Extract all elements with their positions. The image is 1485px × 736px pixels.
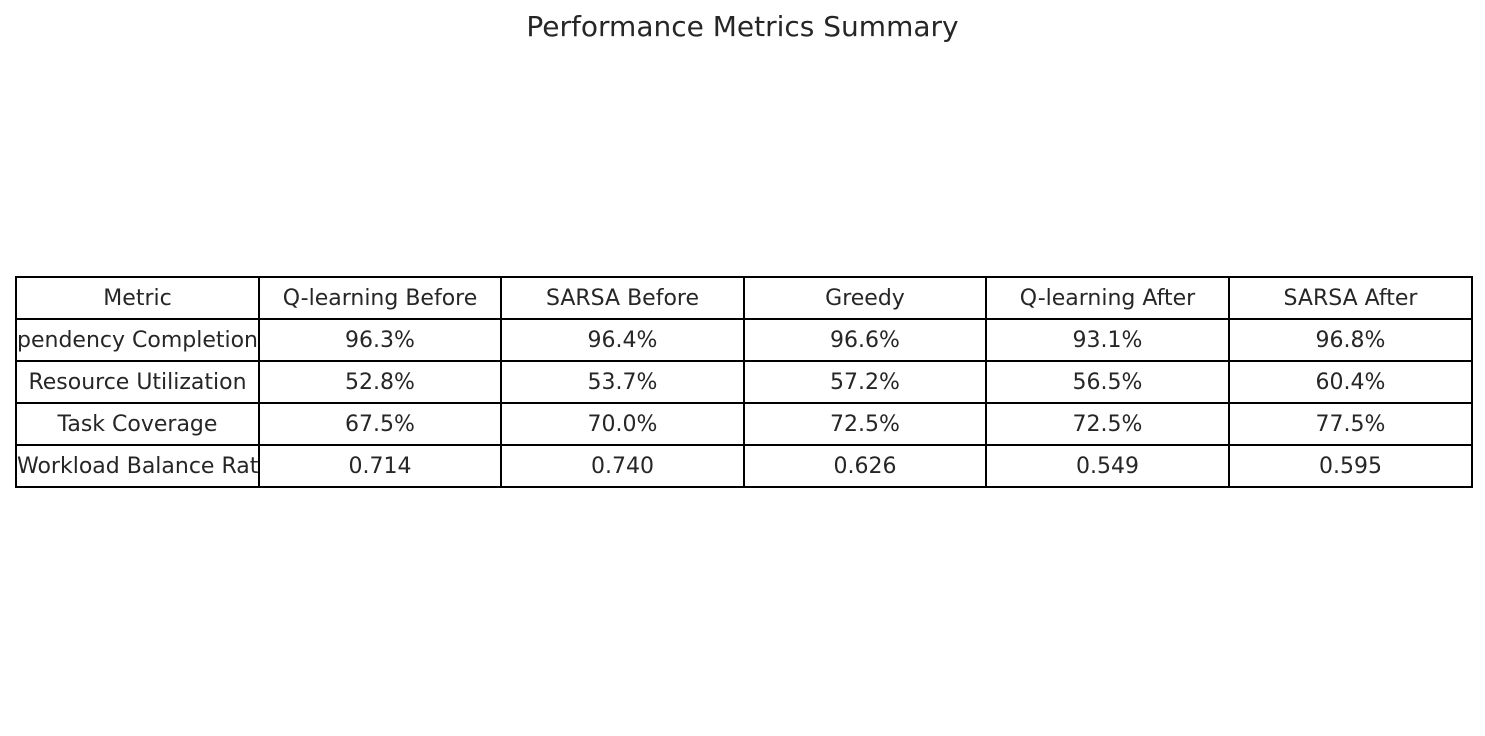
- table-cell: 0.595: [1228, 444, 1473, 488]
- table-row: Resource Utilization 52.8% 53.7% 57.2% 5…: [15, 360, 1473, 404]
- table-cell: 72.5%: [743, 402, 987, 446]
- table-cell: 67.5%: [258, 402, 502, 446]
- metrics-table: Metric Q-learning Before SARSA Before Gr…: [15, 276, 1473, 488]
- row-label-workload-balance: Workload Balance Rati: [15, 444, 260, 488]
- table-cell: 77.5%: [1228, 402, 1473, 446]
- table-cell: 60.4%: [1228, 360, 1473, 404]
- table-header-row: Metric Q-learning Before SARSA Before Gr…: [15, 276, 1473, 320]
- header-cell-greedy: Greedy: [743, 276, 987, 320]
- table-cell: 0.549: [985, 444, 1230, 488]
- header-cell-metric: Metric: [15, 276, 260, 320]
- table-cell: 72.5%: [985, 402, 1230, 446]
- table-cell: 53.7%: [500, 360, 745, 404]
- table-cell: 96.8%: [1228, 318, 1473, 362]
- header-cell-q-learning-before: Q-learning Before: [258, 276, 502, 320]
- chart-title: Performance Metrics Summary: [526, 10, 959, 43]
- table-cell: 96.6%: [743, 318, 987, 362]
- table-cell: 56.5%: [985, 360, 1230, 404]
- table-cell: 57.2%: [743, 360, 987, 404]
- row-label-task-coverage: Task Coverage: [15, 402, 260, 446]
- table-cell: 52.8%: [258, 360, 502, 404]
- header-cell-sarsa-before: SARSA Before: [500, 276, 745, 320]
- table-cell: 96.3%: [258, 318, 502, 362]
- table-cell: 70.0%: [500, 402, 745, 446]
- table-cell: 0.714: [258, 444, 502, 488]
- header-cell-sarsa-after: SARSA After: [1228, 276, 1473, 320]
- row-label-dependency-completion: pendency Completion F: [15, 318, 260, 362]
- table-row: pendency Completion F 96.3% 96.4% 96.6% …: [15, 318, 1473, 362]
- table-row: Task Coverage 67.5% 70.0% 72.5% 72.5% 77…: [15, 402, 1473, 446]
- row-label-resource-utilization: Resource Utilization: [15, 360, 260, 404]
- header-cell-q-learning-after: Q-learning After: [985, 276, 1230, 320]
- table-cell: 93.1%: [985, 318, 1230, 362]
- table-row: Workload Balance Rati 0.714 0.740 0.626 …: [15, 444, 1473, 488]
- table-cell: 96.4%: [500, 318, 745, 362]
- table-cell: 0.626: [743, 444, 987, 488]
- table-cell: 0.740: [500, 444, 745, 488]
